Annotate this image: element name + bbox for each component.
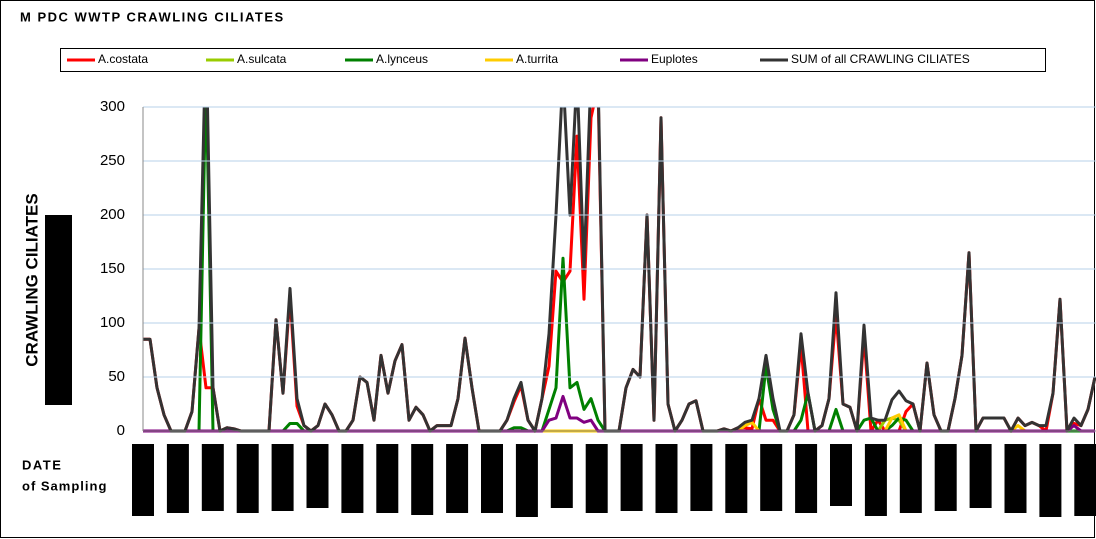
redaction <box>969 444 992 508</box>
redaction <box>864 444 887 516</box>
legend-label: A.costata <box>98 52 148 66</box>
redaction <box>830 444 852 506</box>
y-tick-label: 250 <box>100 152 125 169</box>
redaction <box>132 444 154 516</box>
redaction <box>899 444 922 513</box>
redaction <box>655 444 678 513</box>
y-axis-label: CRAWLING CILIATES <box>22 193 41 366</box>
legend-box <box>60 48 1046 72</box>
redaction <box>1074 444 1096 516</box>
redaction <box>341 444 364 513</box>
legend-label: A.sulcata <box>237 52 287 66</box>
redaction <box>1039 444 1062 517</box>
redaction <box>481 444 503 513</box>
redaction <box>45 215 72 405</box>
redaction <box>550 444 573 508</box>
redaction <box>725 444 748 513</box>
redaction <box>236 444 259 513</box>
legend-label: SUM of all CRAWLING CILIATES <box>791 52 970 66</box>
x-axis-label: of Sampling <box>22 478 107 493</box>
y-tick-label: 100 <box>100 314 125 331</box>
redaction <box>271 444 294 511</box>
redaction <box>585 444 608 513</box>
legend-label: A.turrita <box>516 52 558 66</box>
redaction <box>620 444 643 511</box>
redaction <box>446 444 469 513</box>
redaction <box>411 444 434 515</box>
x-axis-label: DATE <box>22 457 62 472</box>
redaction <box>934 444 957 511</box>
redaction <box>795 444 818 513</box>
y-tick-label: 150 <box>100 260 125 277</box>
y-tick-label: 300 <box>100 98 125 115</box>
chart-title: M PDC WWTP CRAWLING CILIATES <box>20 9 285 24</box>
legend-label: Euplotes <box>651 52 698 66</box>
redaction <box>166 444 189 513</box>
redaction <box>201 444 224 511</box>
y-tick-label: 50 <box>108 368 125 385</box>
y-tick-label: 200 <box>100 206 125 223</box>
redaction <box>1004 444 1027 513</box>
y-tick-label: 0 <box>117 422 125 439</box>
redaction <box>376 444 399 513</box>
redaction <box>760 444 783 511</box>
legend-label: A.lynceus <box>376 52 428 66</box>
redaction <box>306 444 329 508</box>
redaction <box>515 444 538 517</box>
redaction <box>690 444 713 511</box>
